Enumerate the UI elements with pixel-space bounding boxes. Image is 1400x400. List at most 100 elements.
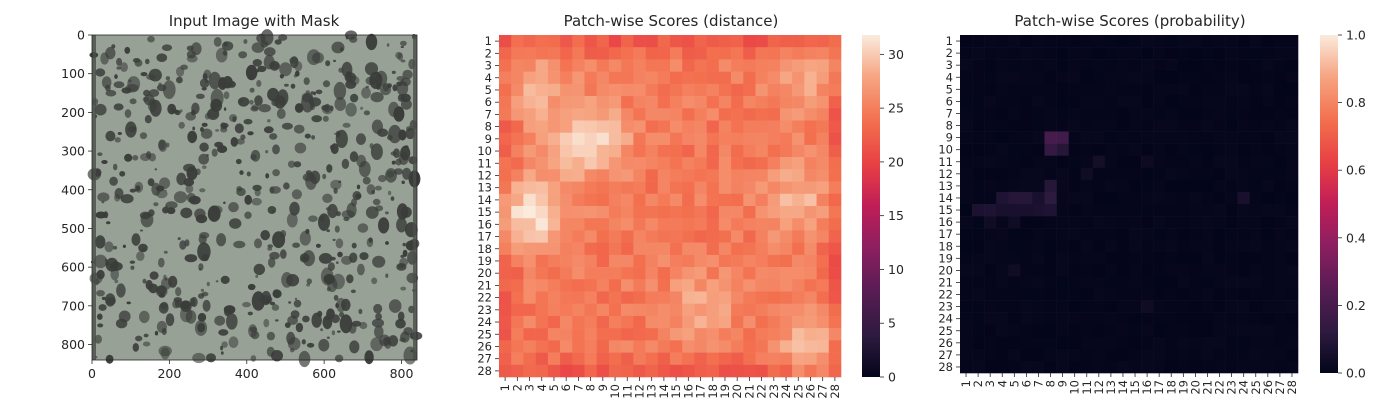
heatmap-cell	[1129, 276, 1142, 289]
heatmap-cell	[779, 315, 793, 329]
heatmap-cell	[1080, 47, 1094, 60]
x-tick-label: 18	[706, 384, 720, 399]
heatmap-cell	[828, 230, 842, 243]
heatmap-cell	[1273, 252, 1287, 265]
heatmap-cell	[1153, 107, 1166, 120]
heatmap-cell	[499, 364, 512, 378]
heatmap-cell	[996, 179, 1009, 193]
heatmap-cell	[828, 340, 842, 353]
heatmap-cell	[1285, 167, 1299, 181]
heatmap-cell	[779, 303, 793, 317]
heatmap-cell	[584, 315, 598, 329]
heatmap-cell	[996, 324, 1009, 338]
speckle	[124, 153, 133, 162]
heatmap-cell	[1008, 35, 1021, 48]
heatmap-cell	[1189, 155, 1202, 169]
heatmap-cell	[755, 132, 769, 146]
y-tick-label: 20	[477, 266, 492, 280]
heatmap-cell	[633, 267, 646, 280]
heatmap-cell	[572, 132, 585, 146]
heatmap-cell	[694, 59, 707, 72]
heatmap-cell	[816, 352, 830, 366]
heatmap-cell	[1213, 276, 1226, 289]
heatmap-cell	[547, 169, 561, 182]
heatmap-cell	[960, 264, 973, 277]
heatmap-cell	[828, 132, 842, 146]
heatmap-cell	[511, 71, 524, 85]
heatmap-cell	[779, 352, 793, 366]
heatmap-cell	[1092, 107, 1106, 120]
heatmap-cell	[1116, 119, 1130, 132]
x-tick-label: 1	[959, 380, 973, 387]
heatmap-cell	[706, 144, 720, 158]
speckle	[272, 169, 280, 177]
heatmap-cell	[645, 193, 659, 207]
heatmap-cell	[511, 132, 524, 146]
heatmap-cell	[1201, 155, 1214, 169]
speckle	[401, 180, 405, 185]
heatmap-cell	[1032, 348, 1045, 362]
speckle	[395, 318, 406, 329]
heatmap-cell	[1153, 216, 1166, 229]
heatmap-cell	[572, 144, 585, 158]
heatmap-cell	[1225, 360, 1238, 374]
speckle	[342, 122, 351, 128]
heatmap-cell	[560, 181, 573, 195]
heatmap-cell	[1129, 312, 1142, 326]
heatmap-cell	[1068, 288, 1082, 301]
heatmap-cell	[731, 328, 744, 341]
speckle	[247, 311, 253, 316]
heatmap-cell	[621, 303, 634, 317]
x-tick-label: 15	[669, 384, 683, 399]
y-tick-label: 600	[61, 260, 85, 275]
speckle	[365, 33, 378, 51]
heatmap-cell	[1177, 300, 1190, 313]
heatmap-cell	[1068, 240, 1082, 253]
heatmap-cell	[1285, 179, 1299, 193]
x-tick-label: 11	[1080, 380, 1094, 395]
heatmap-cell	[1141, 107, 1154, 120]
speckle	[160, 301, 169, 310]
heatmap-cell	[1225, 155, 1238, 169]
heatmap-cell	[1044, 348, 1057, 362]
heatmap-cell	[657, 157, 671, 170]
speckle	[252, 59, 262, 67]
panel-3-title: Patch-wise Scores (probability)	[1014, 12, 1245, 30]
speckle	[199, 78, 210, 89]
heatmap-cell	[792, 364, 805, 378]
heatmap-cell	[792, 267, 805, 280]
heatmap-cell	[706, 71, 720, 85]
heatmap-cell	[731, 96, 744, 109]
heatmap-cell	[731, 267, 744, 280]
heatmap-cell	[1237, 264, 1251, 277]
y-tick-label: 700	[61, 298, 85, 313]
y-tick-label: 21	[477, 278, 492, 292]
heatmap-cell	[670, 108, 683, 121]
speckle	[168, 275, 178, 288]
heatmap-cell	[1116, 155, 1130, 169]
heatmap-cell	[1261, 71, 1275, 84]
speckle	[190, 296, 198, 308]
heatmap-cell	[1153, 95, 1166, 108]
heatmap-cell	[523, 83, 536, 97]
heatmap-cell	[1056, 300, 1069, 313]
heatmap-cell	[960, 276, 973, 289]
heatmap-cell	[682, 83, 695, 97]
heatmap-cell	[1080, 264, 1094, 277]
heatmap-cell	[972, 47, 985, 60]
speckle	[311, 115, 323, 123]
heatmap-cell	[816, 181, 830, 195]
speckle	[388, 124, 402, 144]
heatmap-cell	[645, 83, 659, 97]
heatmap-cell	[1177, 167, 1190, 181]
heatmap-cell	[645, 291, 659, 305]
speckle	[95, 68, 106, 77]
speckle	[283, 182, 290, 190]
heatmap-cell	[596, 242, 610, 256]
speckle	[318, 338, 330, 352]
heatmap-cell	[1189, 167, 1202, 181]
heatmap-cell	[1285, 240, 1299, 253]
heatmap-cell	[1129, 71, 1142, 84]
heatmap-cell	[1225, 71, 1238, 84]
heatmap-cell	[694, 254, 707, 268]
